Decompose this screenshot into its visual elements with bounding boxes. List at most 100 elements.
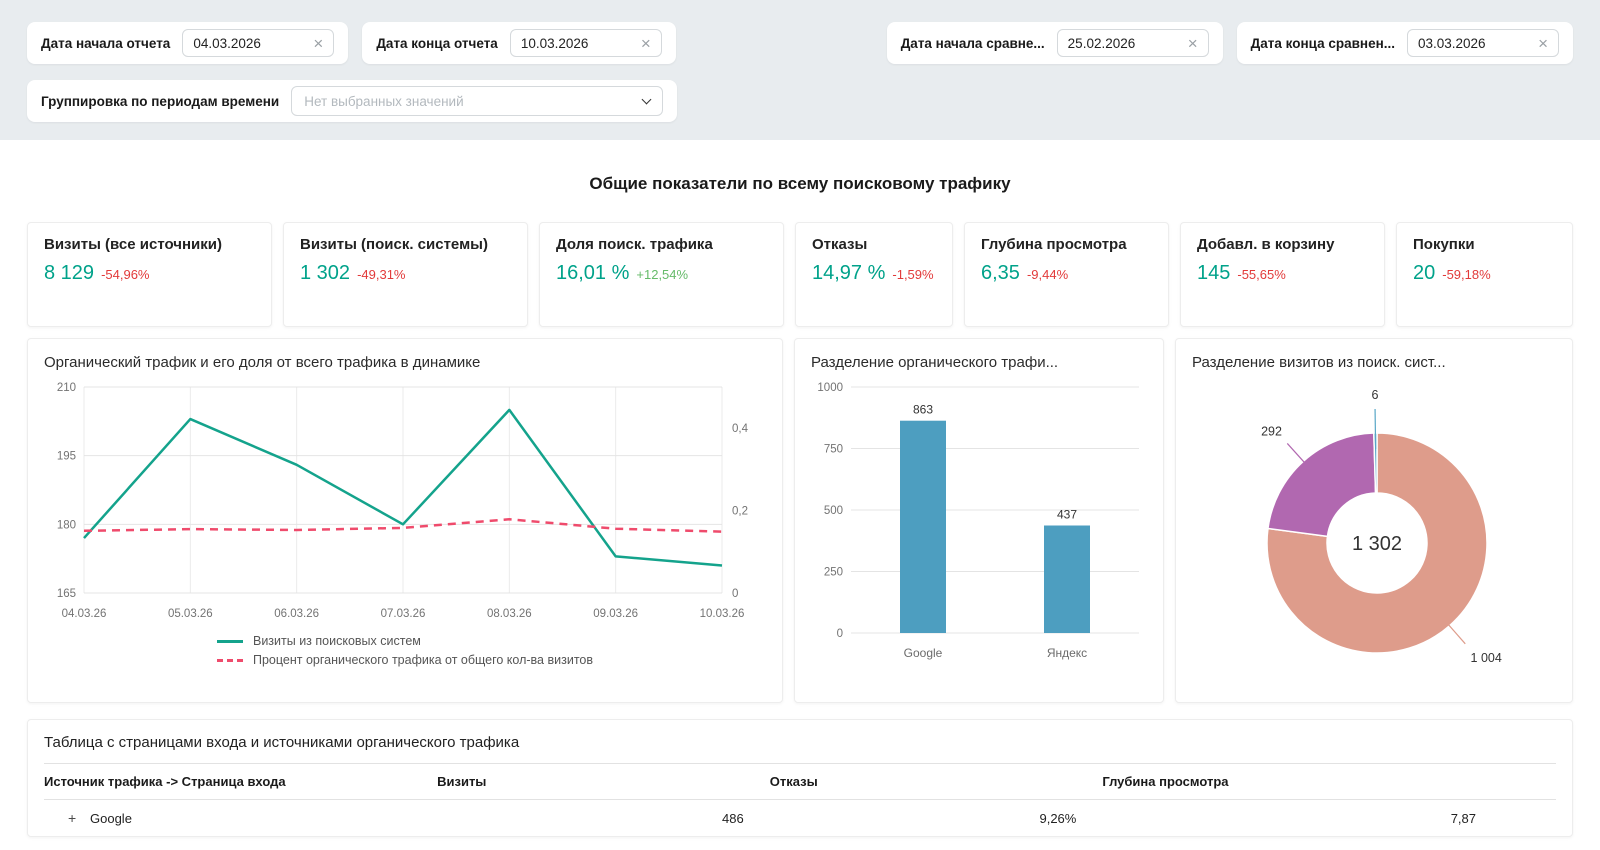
kpi-title: Визиты (все источники) <box>44 236 255 253</box>
report-end-date-value: 10.03.2026 <box>521 36 589 51</box>
svg-text:07.03.26: 07.03.26 <box>381 608 426 620</box>
kpi-card-purchases: Покупки 20-59,18% <box>1396 222 1573 327</box>
organic-traffic-line-chart-card: Органический трафик и его доля от всего … <box>27 338 783 703</box>
grouping-placeholder: Нет выбранных значений <box>304 94 463 109</box>
filter-report-end: Дата конца отчета 10.03.2026 × <box>362 22 676 64</box>
source-label: Google <box>90 811 132 826</box>
kpi-delta: -55,65% <box>1237 267 1285 282</box>
kpi-title: Отказы <box>812 236 936 253</box>
kpi-title: Покупки <box>1413 236 1556 253</box>
svg-text:292: 292 <box>1261 425 1282 439</box>
table-row: + Google 486 9,26% 7,87 <box>44 800 1556 837</box>
filter-report-start-label: Дата начала отчета <box>41 36 170 51</box>
kpi-title: Доля поиск. трафика <box>556 236 767 253</box>
kpi-delta: +12,54% <box>636 267 688 282</box>
svg-text:1 302: 1 302 <box>1352 533 1402 555</box>
report-start-date-value: 04.03.2026 <box>193 36 261 51</box>
donut-slice[interactable] <box>1268 433 1376 536</box>
kpi-card-bounces: Отказы 14,97 % -1,59% <box>795 222 953 327</box>
grouping-select[interactable]: Нет выбранных значений <box>291 86 663 116</box>
svg-text:08.03.26: 08.03.26 <box>487 608 532 620</box>
filter-compare-end: Дата конца сравнен... 03.03.2026 × <box>1237 22 1573 64</box>
compare-end-date-input[interactable]: 03.03.2026 × <box>1407 29 1559 57</box>
clear-icon[interactable]: × <box>641 35 651 52</box>
table-title: Таблица с страницами входа и источниками… <box>44 734 1556 751</box>
legend-item-organic-share[interactable]: Процент органического трафика от общего … <box>217 653 593 667</box>
svg-text:750: 750 <box>824 444 843 456</box>
kpi-card-visits-all: Визиты (все источники) 8 129-54,96% <box>27 222 272 327</box>
column-header-visits[interactable]: Визиты <box>437 764 770 800</box>
column-header-bounces[interactable]: Отказы <box>770 764 1103 800</box>
kpi-row: Визиты (все источники) 8 129-54,96% Визи… <box>27 222 1573 327</box>
donut-chart-title: Разделение визитов из поиск. сист... <box>1192 354 1556 371</box>
kpi-card-add-to-cart: Добавл. в корзину 145 -55,65% <box>1180 222 1385 327</box>
compare-start-date-value: 25.02.2026 <box>1068 36 1136 51</box>
filter-row-grouping: Группировка по периодам времени Нет выбр… <box>27 80 1573 122</box>
kpi-title: Добавл. в корзину <box>1197 236 1368 253</box>
svg-text:180: 180 <box>57 519 76 531</box>
svg-text:863: 863 <box>913 403 933 417</box>
clear-icon[interactable]: × <box>313 35 323 52</box>
filter-compare-start-label: Дата начала сравне... <box>901 36 1045 51</box>
page-title: Общие показатели по всему поисковому тра… <box>27 174 1573 194</box>
clear-icon[interactable]: × <box>1188 35 1198 52</box>
bar-chart: 02505007501000863Google437Яндекс <box>811 375 1149 669</box>
cell-depth: 7,87 <box>1102 800 1556 837</box>
kpi-card-depth: Глубина просмотра 6,35-9,44% <box>964 222 1169 327</box>
kpi-value: 8 129 <box>44 262 94 285</box>
kpi-delta: -9,44% <box>1027 267 1068 282</box>
line-chart-title: Органический трафик и его доля от всего … <box>44 354 766 371</box>
report-end-date-input[interactable]: 10.03.2026 × <box>510 29 662 57</box>
filter-report-start: Дата начала отчета 04.03.2026 × <box>27 22 348 64</box>
report-start-date-input[interactable]: 04.03.2026 × <box>182 29 334 57</box>
kpi-title: Визиты (поиск. системы) <box>300 236 511 253</box>
donut-chart: 1 004 292 6 1 302 <box>1192 375 1560 677</box>
cell-visits: 486 <box>437 800 770 837</box>
chevron-down-icon <box>642 94 652 104</box>
charts-row: Органический трафик и его доля от всего … <box>27 338 1573 703</box>
legend-solid-line-swatch <box>217 640 243 643</box>
kpi-delta: -1,59% <box>892 267 933 282</box>
main-content: Общие показатели по всему поисковому тра… <box>0 174 1600 837</box>
line-chart: 04.03.2605.03.2606.03.2607.03.2608.03.26… <box>44 375 768 629</box>
dashboard-page: Дата начала отчета 04.03.2026 × Дата кон… <box>0 0 1600 850</box>
compare-end-date-value: 03.03.2026 <box>1418 36 1486 51</box>
organic-split-bar-chart-card: Разделение органического трафи... 025050… <box>794 338 1164 703</box>
svg-text:6: 6 <box>1371 388 1378 402</box>
table-header-row: Источник трафика -> Страница входа Визит… <box>44 764 1556 800</box>
kpi-card-search-share: Доля поиск. трафика 16,01 % +12,54% <box>539 222 784 327</box>
search-engines-donut-chart-card: Разделение визитов из поиск. сист... 1 0… <box>1175 338 1573 703</box>
svg-text:250: 250 <box>824 567 843 579</box>
svg-text:1 004: 1 004 <box>1471 651 1502 665</box>
svg-text:05.03.26: 05.03.26 <box>168 608 213 620</box>
kpi-value: 1 302 <box>300 262 350 285</box>
filter-row-dates: Дата начала отчета 04.03.2026 × Дата кон… <box>27 22 1573 64</box>
expand-icon[interactable]: + <box>68 810 82 826</box>
svg-text:0: 0 <box>732 588 738 600</box>
clear-icon[interactable]: × <box>1538 35 1548 52</box>
kpi-value: 145 <box>1197 262 1230 285</box>
legend-item-search-visits[interactable]: Визиты из поисковых систем <box>217 634 593 648</box>
svg-text:0,2: 0,2 <box>732 506 748 518</box>
svg-text:0,4: 0,4 <box>732 423 749 435</box>
compare-start-date-input[interactable]: 25.02.2026 × <box>1057 29 1209 57</box>
filter-grouping: Группировка по периодам времени Нет выбр… <box>27 80 677 122</box>
bar-Яндекс[interactable] <box>1044 525 1090 633</box>
kpi-value: 16,01 % <box>556 262 629 285</box>
entry-pages-table: Источник трафика -> Страница входа Визит… <box>44 763 1556 836</box>
column-header-source[interactable]: Источник трафика -> Страница входа <box>44 764 437 800</box>
filter-band: Дата начала отчета 04.03.2026 × Дата кон… <box>0 0 1600 140</box>
cell-bounces: 9,26% <box>770 800 1103 837</box>
bar-Google[interactable] <box>900 421 946 633</box>
svg-text:Яндекс: Яндекс <box>1047 646 1087 660</box>
filter-report-end-label: Дата конца отчета <box>376 36 498 51</box>
kpi-value: 14,97 % <box>812 262 885 285</box>
line-chart-legend: Визиты из поисковых систем Процент орган… <box>217 634 593 667</box>
column-header-depth[interactable]: Глубина просмотра <box>1102 764 1556 800</box>
filter-compare-start: Дата начала сравне... 25.02.2026 × <box>887 22 1223 64</box>
svg-text:0: 0 <box>837 628 843 640</box>
svg-text:04.03.26: 04.03.26 <box>62 608 107 620</box>
svg-text:1000: 1000 <box>817 382 843 394</box>
kpi-value: 20 <box>1413 262 1435 285</box>
kpi-title: Глубина просмотра <box>981 236 1152 253</box>
